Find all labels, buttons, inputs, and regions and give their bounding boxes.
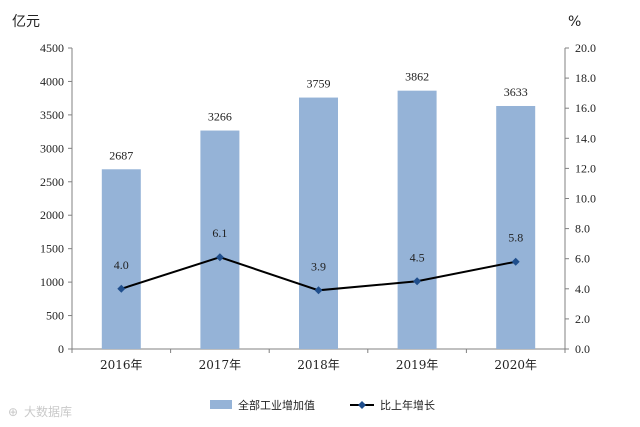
left-tick-label: 2500 xyxy=(40,175,64,189)
bar xyxy=(299,97,338,349)
category-label: 2018年 xyxy=(297,358,340,372)
bar xyxy=(200,130,240,349)
left-tick-label: 1000 xyxy=(40,275,64,289)
category-label: 2019年 xyxy=(396,358,439,372)
line-point xyxy=(117,284,126,293)
right-tick-label: 0.0 xyxy=(575,342,590,356)
line-value-label: 6.1 xyxy=(212,226,227,240)
line-point xyxy=(215,253,224,262)
bar-series xyxy=(101,90,536,349)
line-value-label: 4.5 xyxy=(410,250,425,264)
right-tick-label: 20.0 xyxy=(575,41,596,55)
left-tick-label: 3500 xyxy=(40,108,64,122)
bar-labels: 2687 3266 3759 3862 3633 xyxy=(109,70,527,163)
right-tick-label: 6.0 xyxy=(575,252,590,266)
right-tick-label: 2.0 xyxy=(575,312,590,326)
line-point xyxy=(413,277,422,286)
right-tick-label: 12.0 xyxy=(575,161,596,175)
axes: 0 500 1000 1500 2000 2500 3000 3500 4000 4500 0.0 2… xyxy=(40,41,596,356)
right-tick-label: 10.0 xyxy=(575,192,596,206)
line-labels: 4.0 6.1 3.9 4.5 5.8 xyxy=(114,226,523,273)
bar xyxy=(101,169,141,349)
category-label: 2016年 xyxy=(100,358,143,372)
bar xyxy=(397,90,437,349)
left-tick-label: 2000 xyxy=(40,208,64,222)
left-tick-label: 0 xyxy=(58,342,64,356)
left-tick-label: 500 xyxy=(46,309,64,323)
line-point xyxy=(511,257,520,266)
left-tick-label: 4500 xyxy=(40,41,64,55)
right-tick-label: 18.0 xyxy=(575,71,596,85)
bar-value-label: 2687 xyxy=(109,148,133,162)
watermark-text: 大数据库 xyxy=(24,404,72,419)
category-label: 2020年 xyxy=(494,358,537,372)
line-value-label: 3.9 xyxy=(311,259,326,273)
legend-bar-swatch xyxy=(210,400,232,409)
right-tick-label: 16.0 xyxy=(575,101,596,115)
category-label: 2017年 xyxy=(199,358,242,372)
right-tick-label: 8.0 xyxy=(575,222,590,236)
left-tick-label: 1500 xyxy=(40,242,64,256)
right-tick-label: 4.0 xyxy=(575,282,590,296)
legend-line-marker xyxy=(358,401,366,409)
bar-value-label: 3862 xyxy=(405,70,429,84)
right-axis-unit: % xyxy=(568,14,581,30)
right-tick-label: 14.0 xyxy=(575,131,596,145)
line-value-label: 5.8 xyxy=(508,231,523,245)
legend-line-label: 比上年增长 xyxy=(380,398,435,412)
left-tick-label: 3000 xyxy=(40,141,64,155)
line-value-label: 4.0 xyxy=(114,258,129,272)
category-labels: 2016年 2017年 2018年 2019年 2020年 xyxy=(100,358,537,372)
left-tick-label: 4000 xyxy=(40,74,64,88)
legend: 全部工业增加值 比上年增长 xyxy=(210,398,435,412)
growth-line-series xyxy=(117,253,520,295)
left-axis-unit: 亿元 xyxy=(12,14,40,30)
bar-value-label: 3759 xyxy=(307,77,331,91)
bar-value-label: 3633 xyxy=(504,85,528,99)
watermark: ⊕ 大数据库 xyxy=(8,404,72,419)
line-point xyxy=(314,286,323,295)
bar xyxy=(496,105,536,349)
legend-bar-label: 全部工业增加值 xyxy=(238,398,315,412)
bar-value-label: 3266 xyxy=(208,110,232,124)
watermark-icon: ⊕ xyxy=(8,405,18,419)
